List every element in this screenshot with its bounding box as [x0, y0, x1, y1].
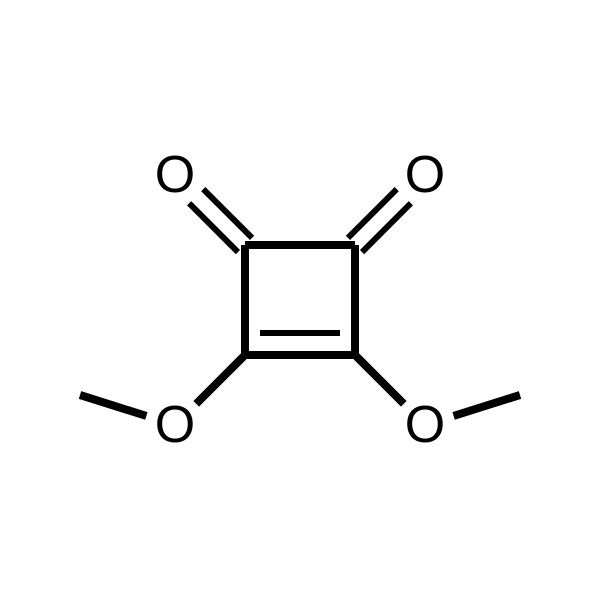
bond-line [362, 203, 411, 252]
bond-line [454, 395, 520, 416]
bond-line [189, 203, 238, 252]
bond-line [355, 355, 404, 404]
bond-line [196, 355, 245, 404]
bond-line [348, 189, 397, 238]
atom-label: O [405, 396, 445, 454]
atom-label: O [155, 146, 195, 204]
atom-label: O [155, 396, 195, 454]
molecule-diagram: O O O O [0, 0, 600, 600]
bond-line [80, 395, 146, 416]
atom-label: O [405, 146, 445, 204]
bond-line [203, 189, 252, 238]
